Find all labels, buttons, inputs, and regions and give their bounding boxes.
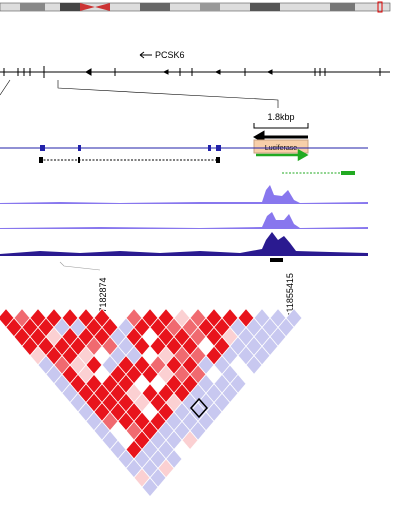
chromosome bbox=[0, 2, 391, 12]
exons bbox=[3, 66, 381, 78]
ld-cell bbox=[141, 477, 159, 498]
ld-heatmap bbox=[0, 307, 303, 498]
strand-arrow bbox=[139, 51, 152, 59]
band bbox=[330, 3, 355, 11]
snp-label: rs7182874 bbox=[98, 277, 108, 320]
scale-label: 1.8kbp bbox=[267, 112, 294, 122]
region-marker bbox=[270, 258, 283, 262]
ld-connector bbox=[59, 261, 101, 271]
band bbox=[140, 3, 170, 11]
band bbox=[20, 3, 45, 11]
construct-box bbox=[253, 139, 309, 154]
green-arrow bbox=[256, 148, 309, 162]
locus-marker bbox=[377, 1, 383, 13]
band bbox=[200, 3, 220, 11]
band bbox=[60, 3, 80, 11]
snp-label: rs11855415 bbox=[285, 273, 295, 320]
signal-track-2 bbox=[0, 212, 368, 229]
highlight-cell bbox=[189, 397, 209, 419]
signal-track-1 bbox=[0, 185, 368, 204]
ideogram bbox=[0, 1, 391, 13]
centromere bbox=[80, 3, 110, 11]
scale-bar bbox=[253, 123, 309, 129]
gene-label: PCSK6 bbox=[155, 50, 185, 60]
signal-tracks bbox=[0, 185, 368, 271]
construct-arrow bbox=[252, 130, 308, 144]
signal-track-3 bbox=[0, 232, 368, 256]
green-exon bbox=[341, 171, 355, 175]
band bbox=[250, 3, 280, 11]
zoom-lines bbox=[0, 79, 279, 108]
gene-model bbox=[0, 66, 390, 108]
direction-arrows bbox=[85, 68, 273, 76]
